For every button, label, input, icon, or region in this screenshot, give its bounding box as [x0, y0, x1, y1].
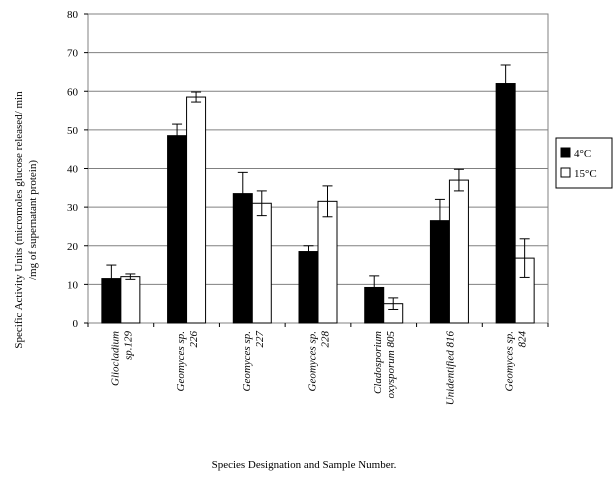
- bar-15c: [317, 200, 338, 324]
- legend-box: [555, 137, 613, 189]
- x-category-line: 228: [320, 331, 332, 348]
- y-tick-label: 70: [67, 48, 79, 60]
- legend-swatch: [560, 147, 571, 158]
- x-category-line: oxysporum 805: [385, 331, 397, 399]
- bar-15c: [186, 96, 207, 324]
- y-tick-label: 80: [67, 9, 79, 21]
- y-axis-title: Specific Activity Units (micromoles gluc…: [13, 91, 39, 349]
- legend-swatch: [560, 167, 571, 178]
- x-category-line: Unidentified 816: [444, 331, 456, 406]
- x-category-line: Cladosporium: [372, 331, 384, 394]
- y-tick-label: 10: [67, 279, 79, 291]
- x-category-line: sp.129: [122, 331, 134, 361]
- x-category-label: Geomyces sp.227: [241, 331, 266, 392]
- x-category-label: Gliocladiumsp.129: [109, 331, 134, 386]
- legend-label: 4°C: [574, 148, 591, 160]
- x-axis-title: Species Designation and Sample Number.: [212, 459, 397, 471]
- bar-4c: [167, 135, 188, 324]
- bar-15c: [120, 276, 141, 324]
- bar-4c: [495, 83, 516, 324]
- y-axis-title-line: Specific Activity Units (micromoles gluc…: [13, 91, 25, 349]
- y-tick-label: 0: [73, 318, 79, 330]
- y-axis-title-line: /mg of supernatant protein): [27, 160, 39, 280]
- y-axis-title-text: Specific Activity Units (micromoles gluc…: [13, 91, 39, 349]
- x-category-line: Geomyces sp.: [504, 331, 516, 391]
- x-category-line: Gliocladium: [109, 331, 121, 386]
- error-bars: [106, 64, 530, 310]
- x-category-label: Geomyces sp.228: [307, 331, 332, 392]
- y-tick-label: 50: [67, 125, 79, 137]
- x-axis-categories: Gliocladiumsp.129 Geomyces sp.226 Geomyces…: [87, 323, 549, 406]
- x-category-label: Cladosporiumoxysporum 805: [372, 331, 397, 399]
- x-category-label: Geomyces sp.824: [504, 331, 529, 392]
- y-tick-label: 40: [67, 164, 79, 176]
- y-tick-label: 30: [67, 202, 79, 214]
- y-axis-ticks: 0 10 20 30 40 50 60 70 80: [67, 9, 88, 330]
- bar-15c: [448, 179, 469, 324]
- bar-15c: [251, 202, 272, 324]
- bar-4c: [298, 251, 319, 324]
- legend-label: 15°C: [574, 168, 597, 180]
- x-category-label: Geomyces sp.226: [175, 331, 200, 392]
- x-category-line: 226: [188, 331, 200, 348]
- x-category-label: Unidentified 816: [444, 331, 456, 406]
- y-tick-label: 20: [67, 241, 79, 253]
- legend: 4°C 15°C: [555, 137, 613, 189]
- x-category-line: Geomyces sp.: [175, 331, 187, 391]
- x-category-line: 227: [254, 331, 266, 348]
- bars: [101, 83, 535, 324]
- x-category-line: Geomyces sp.: [241, 331, 253, 391]
- x-category-line: Geomyces sp.: [307, 331, 319, 391]
- y-tick-label: 60: [67, 86, 79, 98]
- x-category-line: 824: [517, 331, 529, 348]
